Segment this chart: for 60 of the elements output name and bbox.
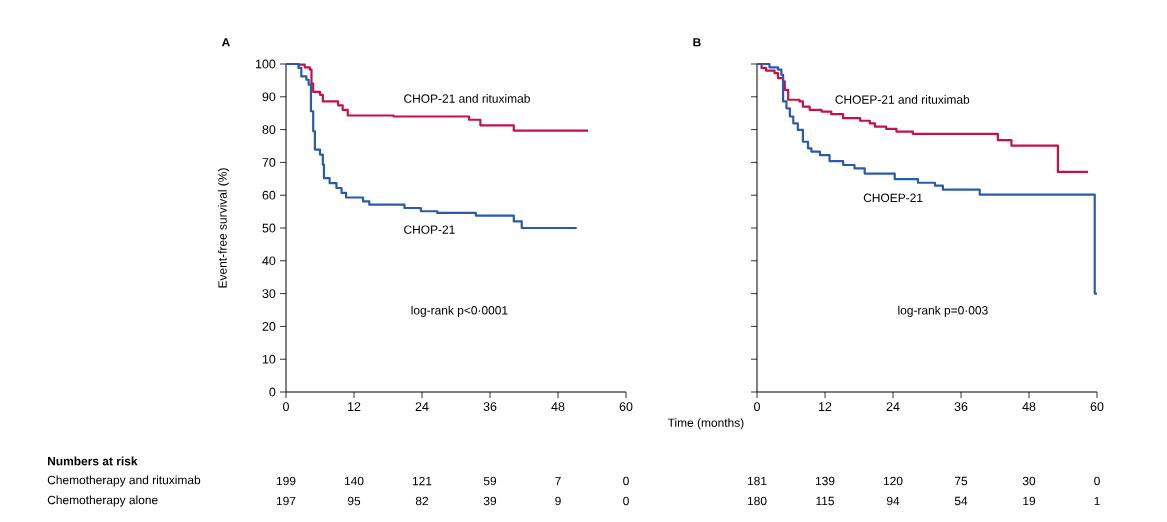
x-tick-label: 24 <box>886 402 900 411</box>
text: 121 <box>412 476 432 486</box>
x-tick-label: 36 <box>954 402 968 412</box>
series-label: CHOEP-21 and rituximab <box>835 95 970 104</box>
x-tick-label: 0 <box>283 402 289 412</box>
y-tick-label: 40 <box>262 256 276 266</box>
text: 197 <box>276 496 296 506</box>
text: 30 <box>1022 476 1036 486</box>
x-tick-label: 60 <box>1090 402 1104 412</box>
text: Numbers at risk <box>47 456 138 466</box>
y-tick-label: 20 <box>262 322 276 331</box>
y-tick-label: 60 <box>262 190 276 200</box>
text: 59 <box>483 476 497 486</box>
text: 95 <box>347 496 361 506</box>
text: 54 <box>954 496 968 506</box>
x-axis-title: Time (months) <box>667 418 744 430</box>
series-label: CHOP-21 <box>404 225 455 234</box>
text: 139 <box>815 476 835 486</box>
y-tick-label: 80 <box>262 125 276 135</box>
x-tick-label: 36 <box>483 402 497 412</box>
chart-title: A <box>221 38 230 47</box>
x-tick-label: 0 <box>754 402 760 412</box>
y-tick-label: 100 <box>255 59 276 69</box>
text: 120 <box>883 476 903 486</box>
text: 39 <box>483 496 497 506</box>
series-label: CHOEP-21 <box>863 193 923 203</box>
x-tick-label: 48 <box>551 402 565 412</box>
text: Chemotherapy and rituximab <box>47 475 201 487</box>
text: 94 <box>886 496 900 506</box>
text: 180 <box>747 496 767 506</box>
text: 199 <box>276 476 296 486</box>
text: 82 <box>415 496 429 506</box>
y-tick-label: 30 <box>262 289 276 299</box>
annotation: log-rank p<0·0001 <box>411 305 508 317</box>
text: 115 <box>816 496 835 506</box>
text: 0 <box>1094 476 1100 486</box>
x-tick-label: 60 <box>619 402 633 412</box>
text: 1 <box>1094 496 1100 506</box>
text: 75 <box>954 476 968 486</box>
annotation: log-rank p=0·003 <box>898 305 988 317</box>
x-tick-label: 12 <box>819 402 832 411</box>
y-tick-label: 50 <box>262 223 276 233</box>
y-tick-label: 10 <box>262 354 276 364</box>
text: 9 <box>555 496 561 506</box>
x-tick-label: 24 <box>415 402 429 411</box>
y-tick-label: 90 <box>262 92 276 102</box>
y-axis-title: Event-free survival (%) <box>217 168 230 288</box>
x-tick-label: 48 <box>1022 402 1036 412</box>
series-label: CHOP-21 and rituximab <box>404 94 530 103</box>
text: 19 <box>1023 496 1036 506</box>
x-tick-label: 12 <box>348 402 361 411</box>
text: Chemotherapy alone <box>47 495 158 507</box>
text: 181 <box>747 476 767 486</box>
text: 0 <box>623 476 629 486</box>
text: 140 <box>344 476 364 486</box>
y-tick-label: 70 <box>262 158 276 167</box>
chart-title: B <box>693 38 701 47</box>
y-tick-label: 0 <box>269 387 276 397</box>
text: 0 <box>623 496 629 506</box>
text: 7 <box>555 476 561 486</box>
